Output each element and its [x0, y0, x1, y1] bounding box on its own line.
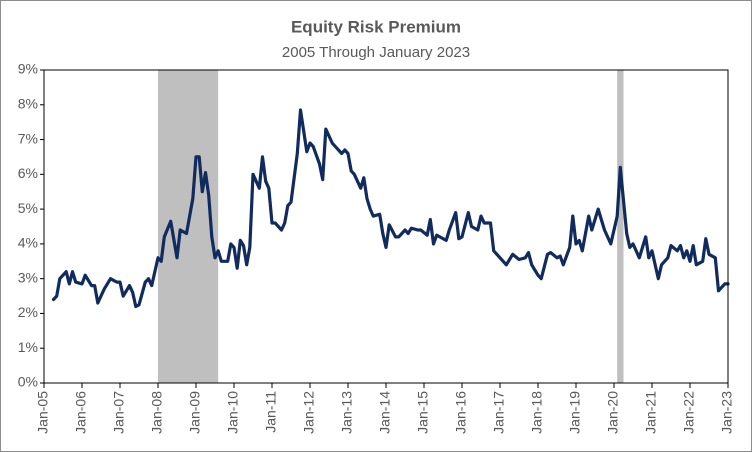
chart-title: Equity Risk Premium — [291, 17, 461, 36]
x-tick-label: Jan-20 — [605, 391, 621, 434]
x-tick-label: Jan-11 — [263, 391, 279, 433]
y-tick-label: 4% — [18, 235, 38, 251]
x-tick-label: Jan-12 — [301, 391, 317, 434]
x-tick-label: Jan-07 — [111, 391, 127, 434]
x-tick-label: Jan-13 — [339, 391, 355, 434]
x-tick-label: Jan-19 — [567, 391, 583, 434]
y-tick-label: 3% — [18, 269, 38, 285]
series-line — [51, 108, 730, 309]
plot-frame — [43, 69, 729, 384]
x-tick-label: Jan-10 — [225, 391, 241, 434]
y-tick-label: 0% — [18, 374, 38, 390]
chart-subtitle: 2005 Through January 2023 — [282, 44, 470, 61]
x-tick-label: Jan-14 — [377, 391, 393, 434]
x-tick-label: Jan-09 — [187, 391, 203, 434]
x-tick-label: Jan-18 — [529, 391, 545, 434]
x-tick-label: Jan-23 — [719, 391, 735, 434]
x-tick-label: Jan-21 — [643, 391, 659, 434]
y-tick-label: 6% — [18, 165, 38, 181]
x-tick-label: Jan-05 — [35, 391, 51, 434]
x-tick-label: Jan-22 — [681, 391, 697, 434]
x-tick-label: Jan-17 — [491, 391, 507, 434]
x-tick-label: Jan-16 — [453, 391, 469, 434]
y-tick-label: 1% — [18, 339, 38, 355]
x-tick-label: Jan-06 — [73, 391, 89, 434]
y-tick-label: 2% — [18, 304, 38, 320]
y-tick-label: 9% — [18, 61, 38, 77]
x-tick-label: Jan-08 — [149, 391, 165, 434]
y-tick-label: 5% — [18, 200, 38, 216]
x-tick-label: Jan-15 — [415, 391, 431, 434]
y-tick-label: 8% — [18, 95, 38, 111]
y-tick-label: 7% — [18, 130, 38, 146]
shaded-period — [617, 70, 624, 383]
